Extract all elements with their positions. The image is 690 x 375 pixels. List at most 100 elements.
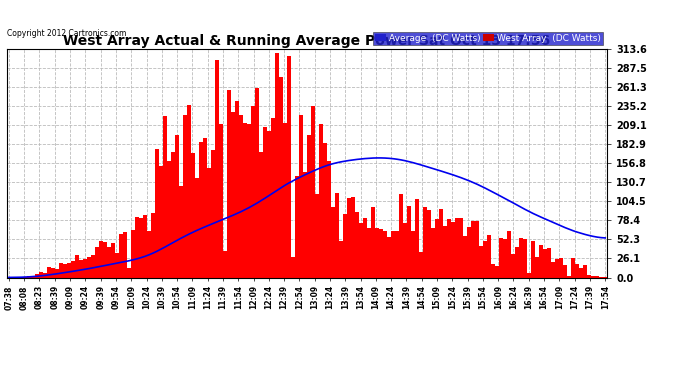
- Bar: [143, 215, 147, 278]
- Bar: [563, 265, 567, 278]
- Bar: [415, 199, 419, 278]
- Bar: [523, 239, 527, 278]
- Bar: [391, 231, 395, 278]
- Bar: [51, 268, 55, 278]
- Bar: [487, 235, 491, 278]
- Bar: [119, 234, 123, 278]
- Bar: [451, 222, 455, 278]
- Bar: [183, 115, 187, 278]
- Bar: [235, 101, 239, 278]
- Bar: [403, 223, 407, 278]
- Bar: [95, 247, 99, 278]
- Bar: [411, 231, 415, 278]
- Bar: [359, 223, 363, 278]
- Bar: [587, 275, 591, 278]
- Bar: [187, 105, 191, 278]
- Bar: [99, 242, 103, 278]
- Bar: [47, 267, 51, 278]
- Bar: [347, 198, 351, 278]
- Bar: [459, 218, 463, 278]
- Bar: [55, 269, 59, 278]
- Bar: [535, 257, 539, 278]
- Bar: [179, 186, 183, 278]
- Bar: [367, 228, 371, 278]
- Bar: [351, 197, 355, 278]
- Bar: [131, 230, 135, 278]
- Bar: [495, 266, 499, 278]
- Bar: [455, 218, 459, 278]
- Bar: [507, 231, 511, 278]
- Legend: Average  (DC Watts), West Array  (DC Watts): Average (DC Watts), West Array (DC Watts…: [373, 32, 602, 45]
- Bar: [431, 228, 435, 278]
- Bar: [579, 268, 583, 278]
- Bar: [271, 118, 275, 278]
- Bar: [491, 264, 495, 278]
- Bar: [303, 172, 307, 278]
- Bar: [223, 251, 227, 278]
- Bar: [151, 213, 155, 278]
- Bar: [27, 276, 31, 278]
- Bar: [107, 247, 111, 278]
- Bar: [503, 238, 507, 278]
- Bar: [375, 228, 379, 278]
- Bar: [167, 161, 171, 278]
- Bar: [363, 218, 367, 278]
- Bar: [423, 207, 427, 278]
- Bar: [527, 273, 531, 278]
- Text: Copyright 2012 Cartronics.com: Copyright 2012 Cartronics.com: [7, 30, 126, 39]
- Bar: [395, 231, 399, 278]
- Bar: [339, 242, 343, 278]
- Bar: [283, 123, 287, 278]
- Bar: [551, 262, 555, 278]
- Bar: [331, 207, 335, 278]
- Bar: [511, 254, 515, 278]
- Bar: [407, 206, 411, 278]
- Bar: [35, 274, 39, 278]
- Bar: [539, 245, 543, 278]
- Bar: [583, 264, 587, 278]
- Bar: [559, 258, 563, 278]
- Bar: [23, 277, 27, 278]
- Bar: [291, 257, 295, 278]
- Bar: [483, 241, 487, 278]
- Bar: [71, 261, 75, 278]
- Bar: [227, 90, 231, 278]
- Bar: [471, 222, 475, 278]
- Bar: [135, 217, 139, 278]
- Bar: [531, 241, 535, 278]
- Bar: [79, 260, 83, 278]
- Bar: [335, 194, 339, 278]
- Bar: [139, 217, 143, 278]
- Bar: [103, 243, 107, 278]
- Bar: [371, 207, 375, 278]
- Bar: [275, 53, 279, 278]
- Bar: [211, 150, 215, 278]
- Bar: [259, 152, 263, 278]
- Bar: [547, 248, 551, 278]
- Bar: [427, 210, 431, 278]
- Bar: [515, 248, 519, 278]
- Bar: [247, 124, 251, 278]
- Bar: [567, 276, 571, 278]
- Bar: [595, 276, 599, 278]
- Bar: [599, 277, 603, 278]
- Bar: [171, 153, 175, 278]
- Bar: [195, 178, 199, 278]
- Bar: [319, 124, 323, 278]
- Bar: [555, 259, 559, 278]
- Bar: [355, 212, 359, 278]
- Bar: [575, 264, 579, 278]
- Bar: [263, 128, 267, 278]
- Bar: [287, 56, 291, 278]
- Bar: [83, 260, 87, 278]
- Bar: [75, 255, 79, 278]
- Bar: [115, 254, 119, 278]
- Bar: [63, 264, 67, 278]
- Bar: [439, 209, 443, 278]
- Bar: [499, 238, 503, 278]
- Bar: [435, 219, 439, 278]
- Bar: [519, 238, 523, 278]
- Bar: [91, 255, 95, 278]
- Bar: [43, 273, 47, 278]
- Bar: [31, 276, 35, 278]
